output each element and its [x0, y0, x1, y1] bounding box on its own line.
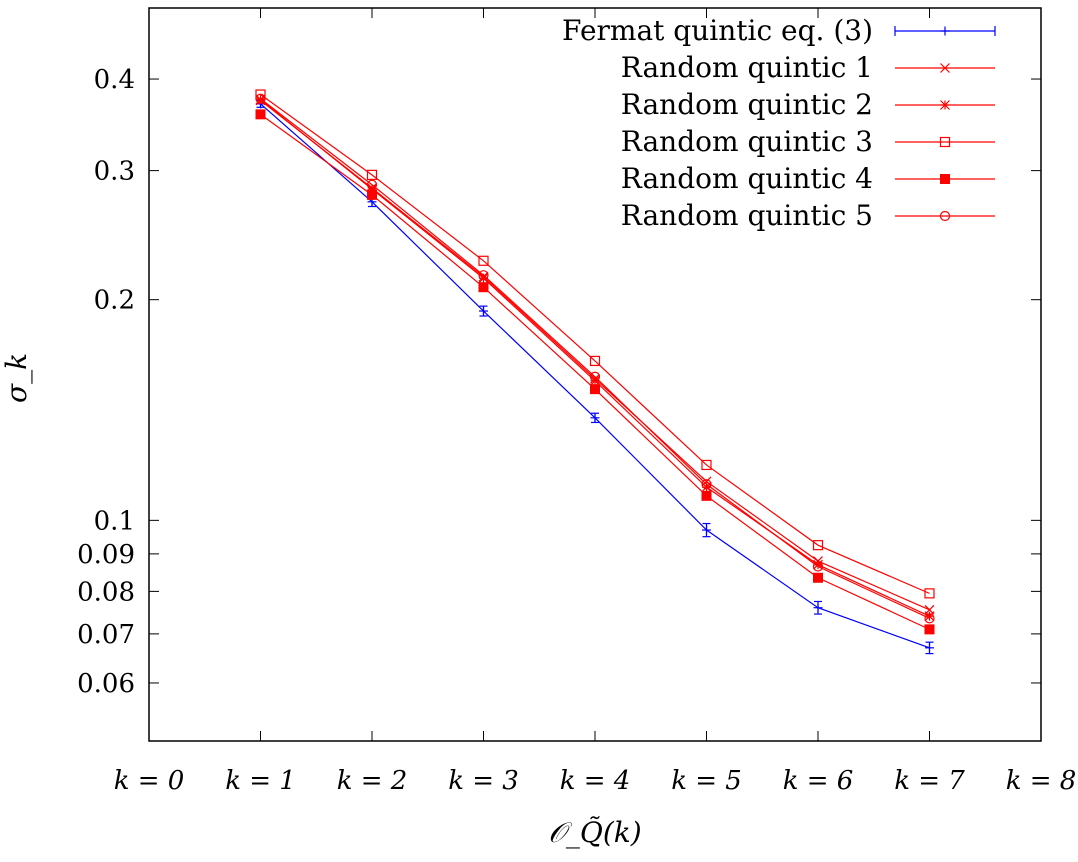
data-point	[255, 109, 266, 120]
data-point	[924, 611, 935, 622]
legend-marker	[940, 100, 950, 110]
x-tick-label: k = 6	[783, 766, 854, 796]
series-line	[260, 94, 930, 594]
data-point	[813, 603, 823, 613]
legend-marker	[940, 26, 950, 36]
data-point	[701, 479, 712, 490]
data-point	[367, 189, 377, 200]
data-point	[925, 643, 934, 653]
series-random-quintic-4	[255, 109, 935, 635]
data-point	[702, 525, 711, 535]
legend-label: Random quintic 4	[621, 162, 873, 195]
data-point	[924, 613, 935, 624]
data-point	[589, 355, 601, 367]
x-tick-label: k = 5	[671, 766, 742, 796]
legend-entry-random-quintic-5: Random quintic 5	[621, 199, 995, 232]
data-point	[701, 459, 712, 471]
x-tick-label: k = 7	[894, 766, 965, 796]
data-point	[366, 169, 378, 180]
legend-label: Random quintic 3	[621, 125, 873, 158]
data-point	[589, 371, 601, 382]
data-point	[924, 588, 935, 599]
legend-marker	[940, 174, 950, 184]
data-point	[924, 624, 935, 635]
data-point	[366, 179, 378, 190]
series-random-quintic-3	[255, 89, 935, 599]
data-point	[590, 413, 600, 423]
legend-label: Random quintic 2	[621, 88, 873, 121]
series-line	[260, 98, 930, 619]
data-point	[812, 540, 824, 551]
y-tick-label: 0.3	[94, 157, 135, 187]
series-random-quintic-5	[255, 93, 935, 624]
data-point	[813, 572, 823, 583]
legend-marker	[939, 136, 951, 148]
x-tick-label: k = 8	[1006, 766, 1077, 796]
data-point	[590, 384, 600, 395]
y-tick-label: 0.06	[77, 669, 135, 699]
data-point	[478, 270, 489, 281]
y-tick-label: 0.07	[77, 620, 135, 650]
data-point	[479, 306, 488, 316]
x-tick-label: k = 1	[225, 766, 296, 796]
legend-label: Random quintic 1	[621, 51, 873, 84]
legend-entry-random-quintic-3: Random quintic 3	[621, 125, 995, 158]
x-tick-label: k = 3	[448, 766, 519, 796]
y-tick-label: 0.09	[77, 540, 135, 570]
x-tick-label: k = 2	[337, 766, 408, 796]
y-axis-label: σ_k	[0, 353, 33, 403]
legend-entry-random-quintic-4: Random quintic 4	[621, 162, 995, 195]
legend-marker	[939, 210, 951, 222]
x-axis-label: 𝒪_Q̃(k)	[548, 816, 641, 849]
y-tick-label: 0.4	[94, 65, 135, 95]
x-tick-label: k = 0	[114, 766, 185, 796]
legend-entry-random-quintic-1: Random quintic 1	[621, 51, 995, 84]
data-point	[478, 282, 489, 293]
y-tick-label: 0.1	[94, 506, 135, 536]
legend-entry-fermat-quintic-eq-3: Fermat quintic eq. (3)	[562, 14, 996, 47]
data-point	[701, 490, 712, 501]
legend-label: Fermat quintic eq. (3)	[562, 14, 873, 47]
legend: Fermat quintic eq. (3) Random quintic 1 Ra…	[562, 14, 996, 232]
data-point	[478, 255, 489, 266]
data-point	[812, 561, 824, 572]
legend-entry-random-quintic-2: Random quintic 2	[621, 88, 995, 121]
x-tick-label: k = 4	[560, 766, 631, 796]
data-point	[255, 93, 266, 104]
legend-marker	[940, 63, 950, 73]
series	[255, 89, 935, 655]
y-tick-label: 0.2	[94, 286, 135, 316]
ticks: 0.06 0.07 0.08 0.09 0.1 0.2 0.3 0.4 k = 0 k = 1 k …	[77, 8, 1076, 796]
y-tick-label: 0.08	[77, 577, 135, 607]
legend-label: Random quintic 5	[621, 199, 873, 232]
